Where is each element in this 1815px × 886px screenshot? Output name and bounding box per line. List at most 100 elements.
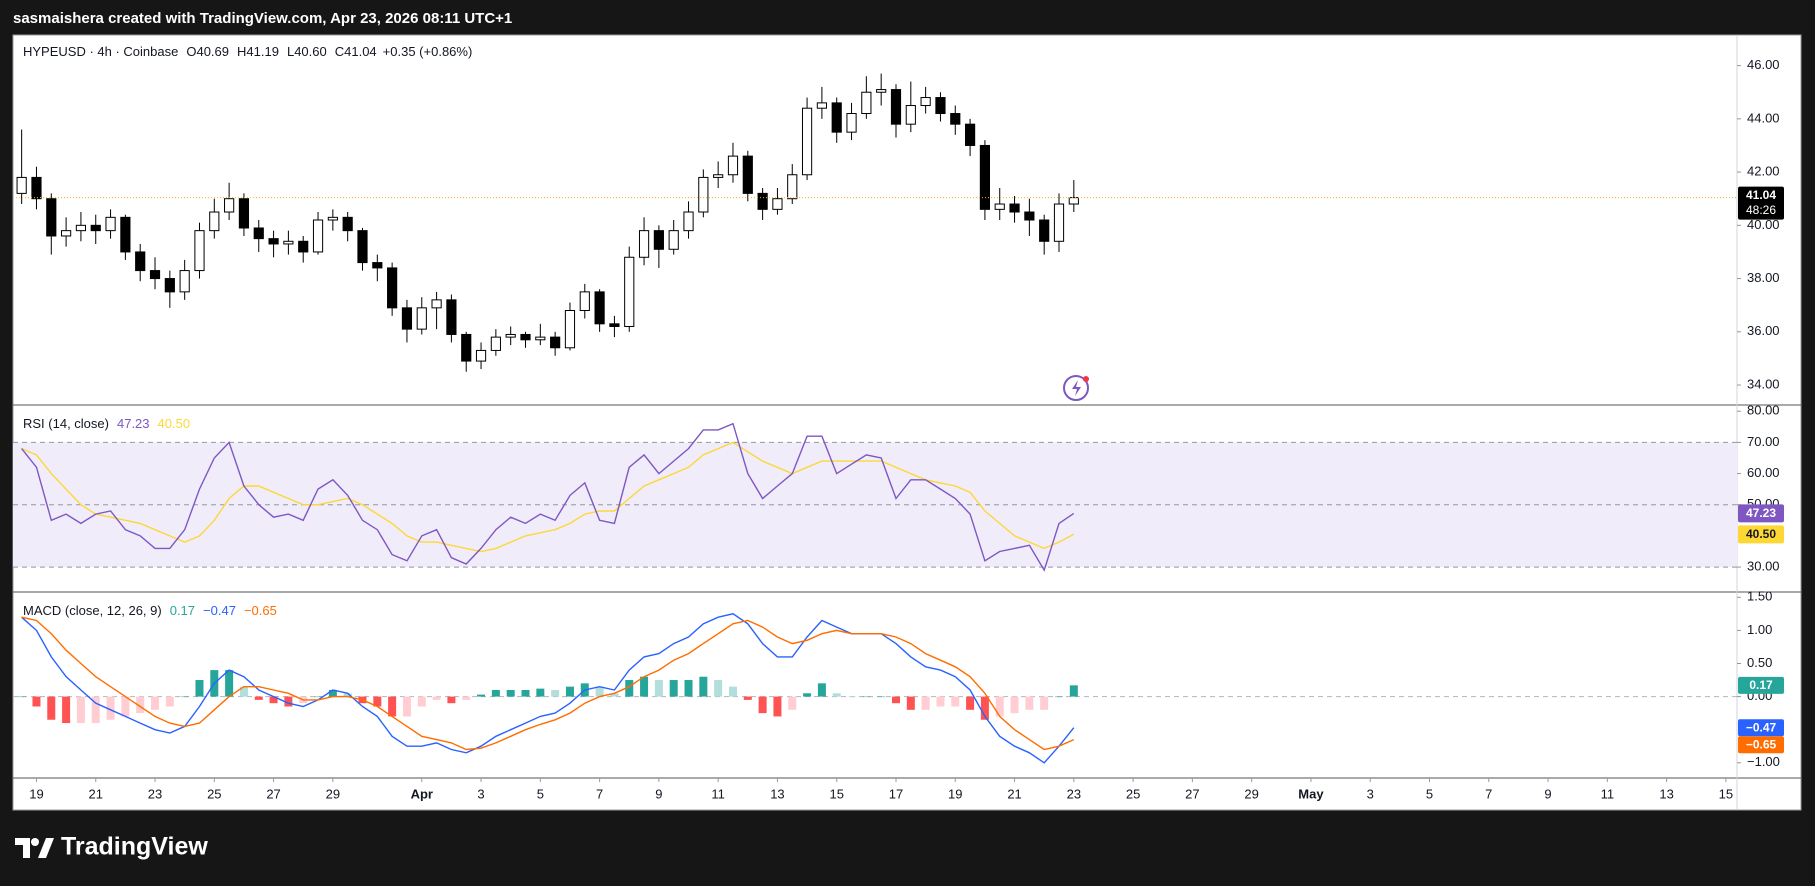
candle-body [831,102,842,133]
histogram-bar [862,696,871,698]
candle-body [801,107,813,176]
candle-body [179,270,190,293]
histogram-bar [1040,696,1049,710]
legend-item: RSI (14, close) [23,416,109,431]
histogram-bar [17,696,26,698]
y-tick-label: 34.00 [1747,376,1780,391]
histogram-bar [699,676,708,697]
y-tick-label: 44.00 [1747,110,1780,125]
series-line [21,422,1075,572]
series-line [21,613,1075,764]
candle-body [757,192,768,210]
histogram-bar [106,696,115,720]
value-box-label: 0.17 [1749,678,1773,692]
candle-body [16,176,27,194]
y-tick-label: 80.00 [1747,403,1780,418]
histogram-bar [1010,696,1019,714]
candle-body [876,89,887,93]
candle-body [416,307,427,330]
candle-body [327,216,338,221]
credit: sasmaishera created with TradingView.com… [13,10,512,27]
legend-item: −0.47 [203,603,236,618]
legend-item: 41.19 [246,44,279,59]
value-box [1738,525,1784,544]
brand: TradingView [61,833,208,861]
logo-mark [15,838,30,858]
x-tick-label: 7 [1485,786,1492,801]
series-line [21,441,1075,553]
histogram-bar [669,680,678,697]
candle-body [624,256,635,327]
histogram-bar [402,696,411,717]
legend-item: 40.60 [294,44,327,59]
x-tick-label: 9 [655,786,662,801]
histogram-bar [684,680,693,697]
x-tick-label: 27 [1185,786,1199,801]
histogram-bar [521,689,530,697]
candle-body [653,230,664,250]
candle-body [164,278,175,293]
x-tick-label: 27 [266,786,280,801]
candle-body [61,230,72,237]
histogram-bar [536,688,545,697]
candle-body [994,203,1005,210]
x-tick-label: 7 [596,786,603,801]
x-tick-label: 25 [1126,786,1140,801]
candle-body [298,240,309,253]
alert-dot [1083,376,1089,382]
histogram-bar [121,696,130,717]
histogram-bar [936,696,945,707]
x-tick-label: 25 [207,786,221,801]
histogram-bar [640,676,649,697]
x-tick-label: 21 [1007,786,1021,801]
candle-body [135,251,146,272]
legend-item: 0.17 [170,603,195,618]
y-tick-label: 42.00 [1747,164,1780,179]
x-tick-label: 23 [1067,786,1081,801]
candle-body [698,176,709,213]
candle-body [1024,211,1035,221]
histogram-bar [610,693,619,697]
histogram-bar [388,696,397,717]
candle-body [579,291,590,312]
histogram-bar [373,696,382,707]
histogram-bar [1025,696,1034,710]
histogram-bar [565,686,574,697]
candle-body [920,97,931,107]
x-tick-label: 19 [948,786,962,801]
x-tick-label: 3 [1367,786,1374,801]
histogram-bar [714,680,723,697]
candle-body [490,336,501,351]
x-tick-label: Apr [411,786,433,801]
histogram-bar [758,696,767,714]
histogram-bar [803,693,812,697]
candle-body [683,211,694,232]
logo [15,838,54,858]
candle-body [905,105,916,125]
histogram-bar [906,696,915,710]
candle-body [979,144,991,210]
histogram-bar [328,689,337,697]
candle-body [194,230,205,272]
histogram-bar [165,696,174,707]
histogram-bar [91,696,100,724]
legend-item: MACD (close, 12, 26, 9) [23,603,162,618]
legend: RSI (14, close) 47.23 40.50 [23,416,190,431]
x-tick-label: 15 [1719,786,1733,801]
histogram-bar [254,696,263,700]
y-tick-label: 0.50 [1747,655,1772,670]
legend-item: 41.04 [344,44,377,59]
histogram-bar [743,696,752,700]
candle-body [75,224,87,232]
candle-body [372,262,383,269]
candle-body [31,176,42,200]
y-tick-label: −1.00 [1747,754,1780,769]
legend-item: 40.50 [158,416,191,431]
histogram-bar [980,696,989,720]
histogram-bar [269,696,278,704]
histogram-bar [773,696,782,717]
plot-layer: 19 21 23 25 27 29 Apr 3 5 7 9 11 13 15 17 19 21 23 25 27 29 M… [13,35,1801,810]
candle-body [446,299,457,335]
candle-body [268,238,279,245]
histogram-bar [728,686,737,697]
